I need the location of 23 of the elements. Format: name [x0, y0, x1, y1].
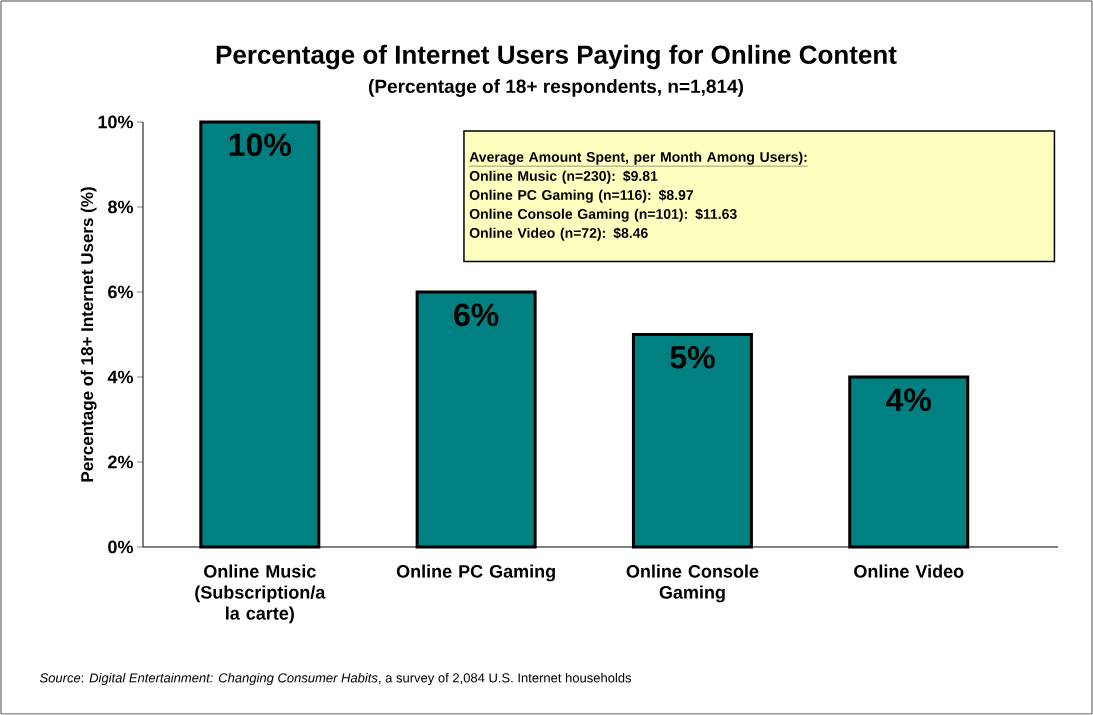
annotation: Online Video (n=72): $8.46 [469, 227, 648, 241]
y-tick-label: 8% [108, 200, 133, 214]
chart-subtitle: (Percentage of 18+ respondents, n=1,814) [368, 79, 743, 97]
chart-title: Percentage of Internet Users Paying for Online Content [216, 44, 897, 70]
data-label: 4% [886, 388, 932, 412]
data-label: 5% [670, 346, 715, 369]
x-tick-label: Online Console Gaming [626, 564, 759, 603]
y-tick-label: 2% [108, 455, 133, 469]
data-label: 10% [229, 133, 291, 157]
y-tick-label: 10% [98, 115, 133, 129]
annotation: Average Amount Spent, per Month Among Users): [469, 151, 807, 165]
annotation: Online PC Gaming (n=116): $8.97 [469, 189, 694, 203]
annotation: Online Console Gaming (n=101): $11.63 [469, 208, 737, 222]
y-tick-label: 6% [108, 285, 133, 299]
y-axis-title: Percentage of 18+ Internet Users (%) [80, 187, 97, 482]
data-label: 6% [454, 303, 499, 327]
x-tick-label: Online Video [854, 564, 964, 578]
y-tick-label: 0% [108, 540, 133, 554]
text: Source: Digital Entertainment: Changing Consumer Habits, a survey of 2,084 U.S. Internet households [39, 672, 632, 686]
y-tick-label: 4% [107, 370, 133, 384]
annotation: Online Music (n=230): $9.81 [469, 170, 658, 184]
x-tick-label: Online PC Gaming [396, 564, 555, 582]
x-tick-label: Online Music (Subscription/a la carte) [195, 564, 326, 624]
